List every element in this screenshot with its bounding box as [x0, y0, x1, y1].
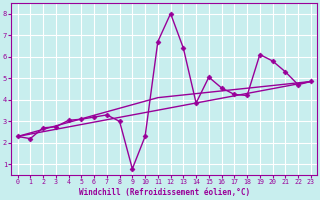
X-axis label: Windchill (Refroidissement éolien,°C): Windchill (Refroidissement éolien,°C) — [79, 188, 250, 197]
